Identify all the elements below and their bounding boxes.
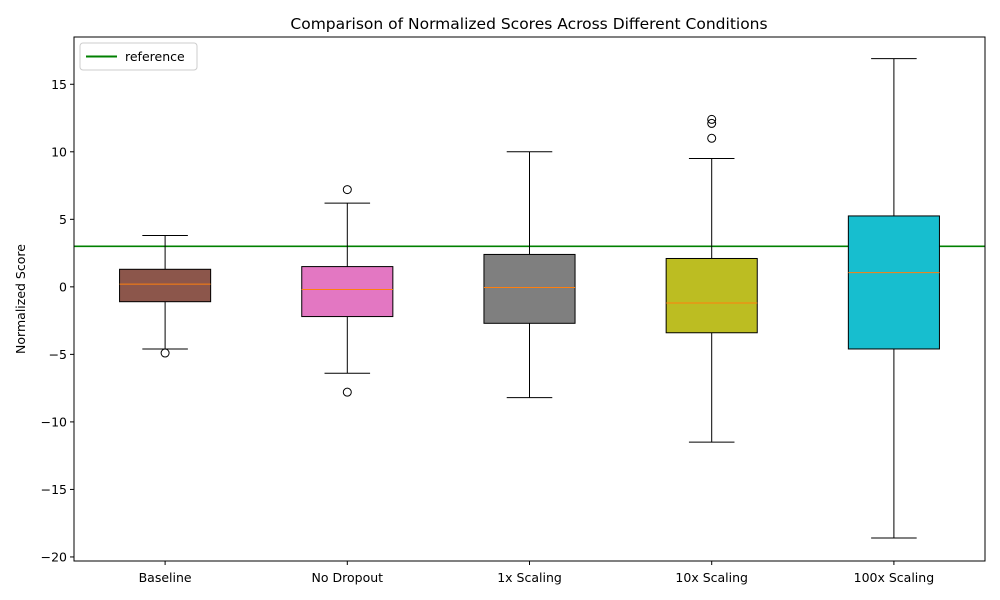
outlier-baseline-1	[160, 348, 170, 358]
y-tick-label-3: −5	[49, 347, 67, 362]
legend-reference-label: reference	[125, 49, 185, 64]
box-10x-scaling	[665, 257, 758, 334]
box-baseline	[119, 268, 212, 303]
y-tick-label-5: 5	[59, 212, 67, 227]
y-tick-label-1: −15	[41, 482, 67, 497]
outlier-10x-scaling-1	[707, 114, 717, 124]
legend-frame	[79, 42, 198, 71]
y-tick-label-4: 0	[59, 279, 67, 294]
outlier-no-dropout-1	[342, 185, 352, 195]
outlier-no-dropout-2	[342, 387, 352, 397]
x-tick-label-3: 10x Scaling	[675, 570, 748, 585]
x-tick-label-4: 100x Scaling	[854, 570, 935, 585]
box-100x-scaling	[847, 215, 940, 350]
y-tick-label-6: 10	[51, 144, 67, 159]
x-tick-label-0: Baseline	[139, 570, 192, 585]
outlier-10x-scaling-3	[707, 133, 717, 143]
x-tick-label-1: No Dropout	[312, 570, 384, 585]
y-axis-label: Normalized Score	[13, 244, 28, 354]
y-tick-label-0: −20	[41, 549, 67, 564]
box-no-dropout	[301, 266, 394, 318]
chart-title: Comparison of Normalized Scores Across D…	[290, 15, 767, 33]
y-tick-label-7: 15	[51, 77, 67, 92]
y-tick-label-2: −10	[41, 414, 67, 429]
x-tick-label-2: 1x Scaling	[497, 570, 562, 585]
plot-area: −20 −15 −10 −5 0 5 10 15 Baseline No Dropout 1x Sc…	[41, 36, 986, 585]
outlier-10x-scaling-2	[707, 118, 717, 128]
box-1x-scaling	[483, 253, 576, 324]
legend: reference	[79, 42, 198, 71]
